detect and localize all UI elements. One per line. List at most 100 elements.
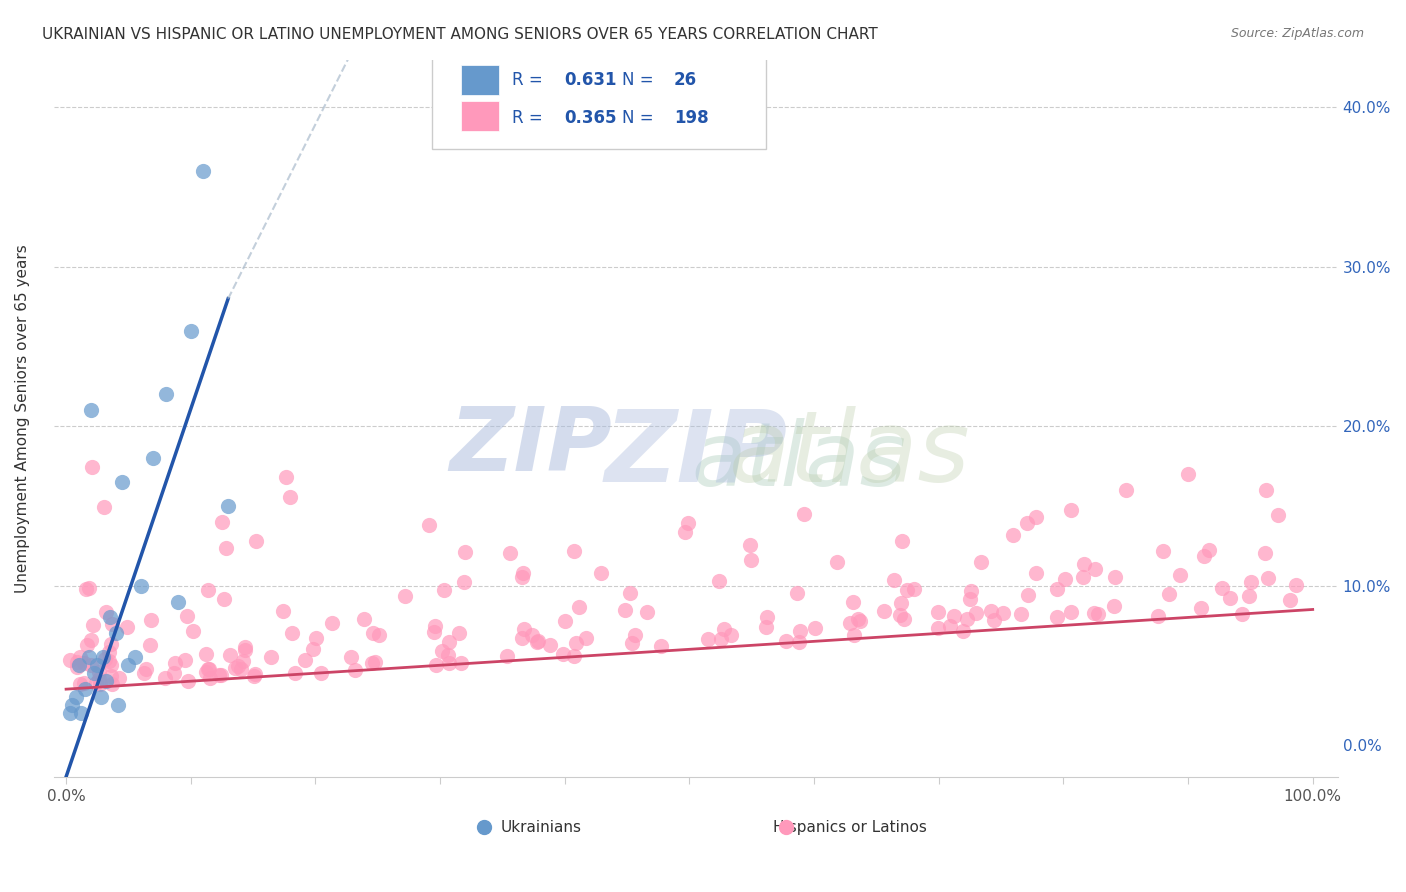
Point (361, 626, 384, 640)
Point (89, 665, 111, 679)
Point (959, 591, 981, 606)
Point (77, 581, 100, 595)
FancyBboxPatch shape (433, 45, 766, 149)
FancyBboxPatch shape (461, 65, 499, 95)
Point (939, 619, 962, 633)
Point (94, 674, 117, 689)
Text: Hispanics or Latinos: Hispanics or Latinos (773, 820, 927, 835)
Text: atlas: atlas (728, 406, 970, 502)
Point (636, 605, 658, 619)
Point (720, 628, 742, 642)
Point (568, 600, 591, 615)
Point (756, 609, 779, 624)
Point (983, 613, 1005, 627)
Point (787, 635, 810, 649)
Point (101, 617, 124, 632)
Point (198, 662, 221, 676)
Point (1060, 605, 1083, 619)
Point (696, 632, 718, 646)
Point (1025, 509, 1047, 524)
Point (368, 628, 391, 642)
Point (294, 652, 316, 666)
Point (82, 459, 104, 474)
Point (650, 639, 672, 653)
Text: UKRAINIAN VS HISPANIC OR LATINO UNEMPLOYMENT AMONG SENIORS OVER 65 YEARS CORRELA: UKRAINIAN VS HISPANIC OR LATINO UNEMPLOY… (42, 27, 877, 42)
Point (1102, 599, 1125, 613)
Point (90, 690, 112, 705)
Text: N =: N = (623, 109, 659, 127)
Point (873, 604, 896, 618)
Point (301, 641, 323, 656)
Point (117, 658, 139, 673)
Point (842, 595, 865, 609)
Point (321, 615, 343, 630)
Point (499, 546, 522, 560)
Point (66, 660, 89, 674)
Point (903, 582, 925, 597)
Point (59, 706, 82, 720)
Point (1087, 607, 1109, 622)
Point (219, 648, 242, 663)
Point (889, 607, 911, 622)
Point (1025, 566, 1047, 581)
Point (124, 650, 146, 665)
Point (825, 555, 848, 569)
Text: 26: 26 (673, 71, 697, 89)
Point (526, 633, 548, 648)
Point (93, 650, 115, 665)
FancyBboxPatch shape (461, 101, 499, 131)
Point (65, 690, 87, 705)
Point (1159, 587, 1181, 601)
Point (364, 656, 387, 670)
Point (740, 553, 762, 567)
Point (198, 671, 221, 685)
Point (209, 668, 232, 682)
Point (1060, 503, 1083, 517)
Point (1254, 483, 1277, 497)
Point (242, 669, 264, 683)
Point (1017, 588, 1039, 602)
Point (1189, 600, 1212, 615)
Point (1083, 606, 1105, 620)
Text: N =: N = (623, 71, 659, 89)
Point (1084, 561, 1107, 575)
Point (849, 615, 872, 629)
Point (1073, 557, 1095, 571)
Point (793, 508, 815, 522)
Point (846, 612, 869, 626)
Point (1219, 591, 1241, 605)
Point (538, 638, 561, 652)
Text: 0.365: 0.365 (565, 109, 617, 127)
Point (79, 632, 101, 647)
Text: 0.631: 0.631 (565, 71, 617, 89)
Point (423, 625, 446, 640)
Point (89, 672, 111, 686)
Point (1237, 589, 1260, 603)
Point (891, 533, 914, 548)
Point (83, 666, 105, 681)
Text: ZIP: ZIP (605, 406, 787, 502)
Point (167, 594, 190, 608)
Point (98, 654, 121, 668)
Point (804, 621, 827, 635)
Point (965, 606, 987, 620)
Point (1240, 575, 1263, 590)
Point (197, 662, 219, 676)
Point (738, 538, 761, 552)
Point (100, 668, 122, 682)
Point (305, 631, 328, 645)
Point (233, 643, 256, 657)
Point (243, 667, 266, 681)
Point (1198, 543, 1220, 558)
Point (562, 544, 585, 558)
Point (1010, 607, 1032, 621)
Point (575, 631, 598, 645)
Point (970, 555, 993, 569)
Point (217, 499, 239, 513)
Text: atlas: atlas (690, 418, 905, 504)
Point (418, 517, 440, 532)
Text: ZIP: ZIP (450, 403, 612, 491)
Point (453, 544, 475, 558)
Point (155, 387, 177, 401)
Point (98, 610, 121, 624)
